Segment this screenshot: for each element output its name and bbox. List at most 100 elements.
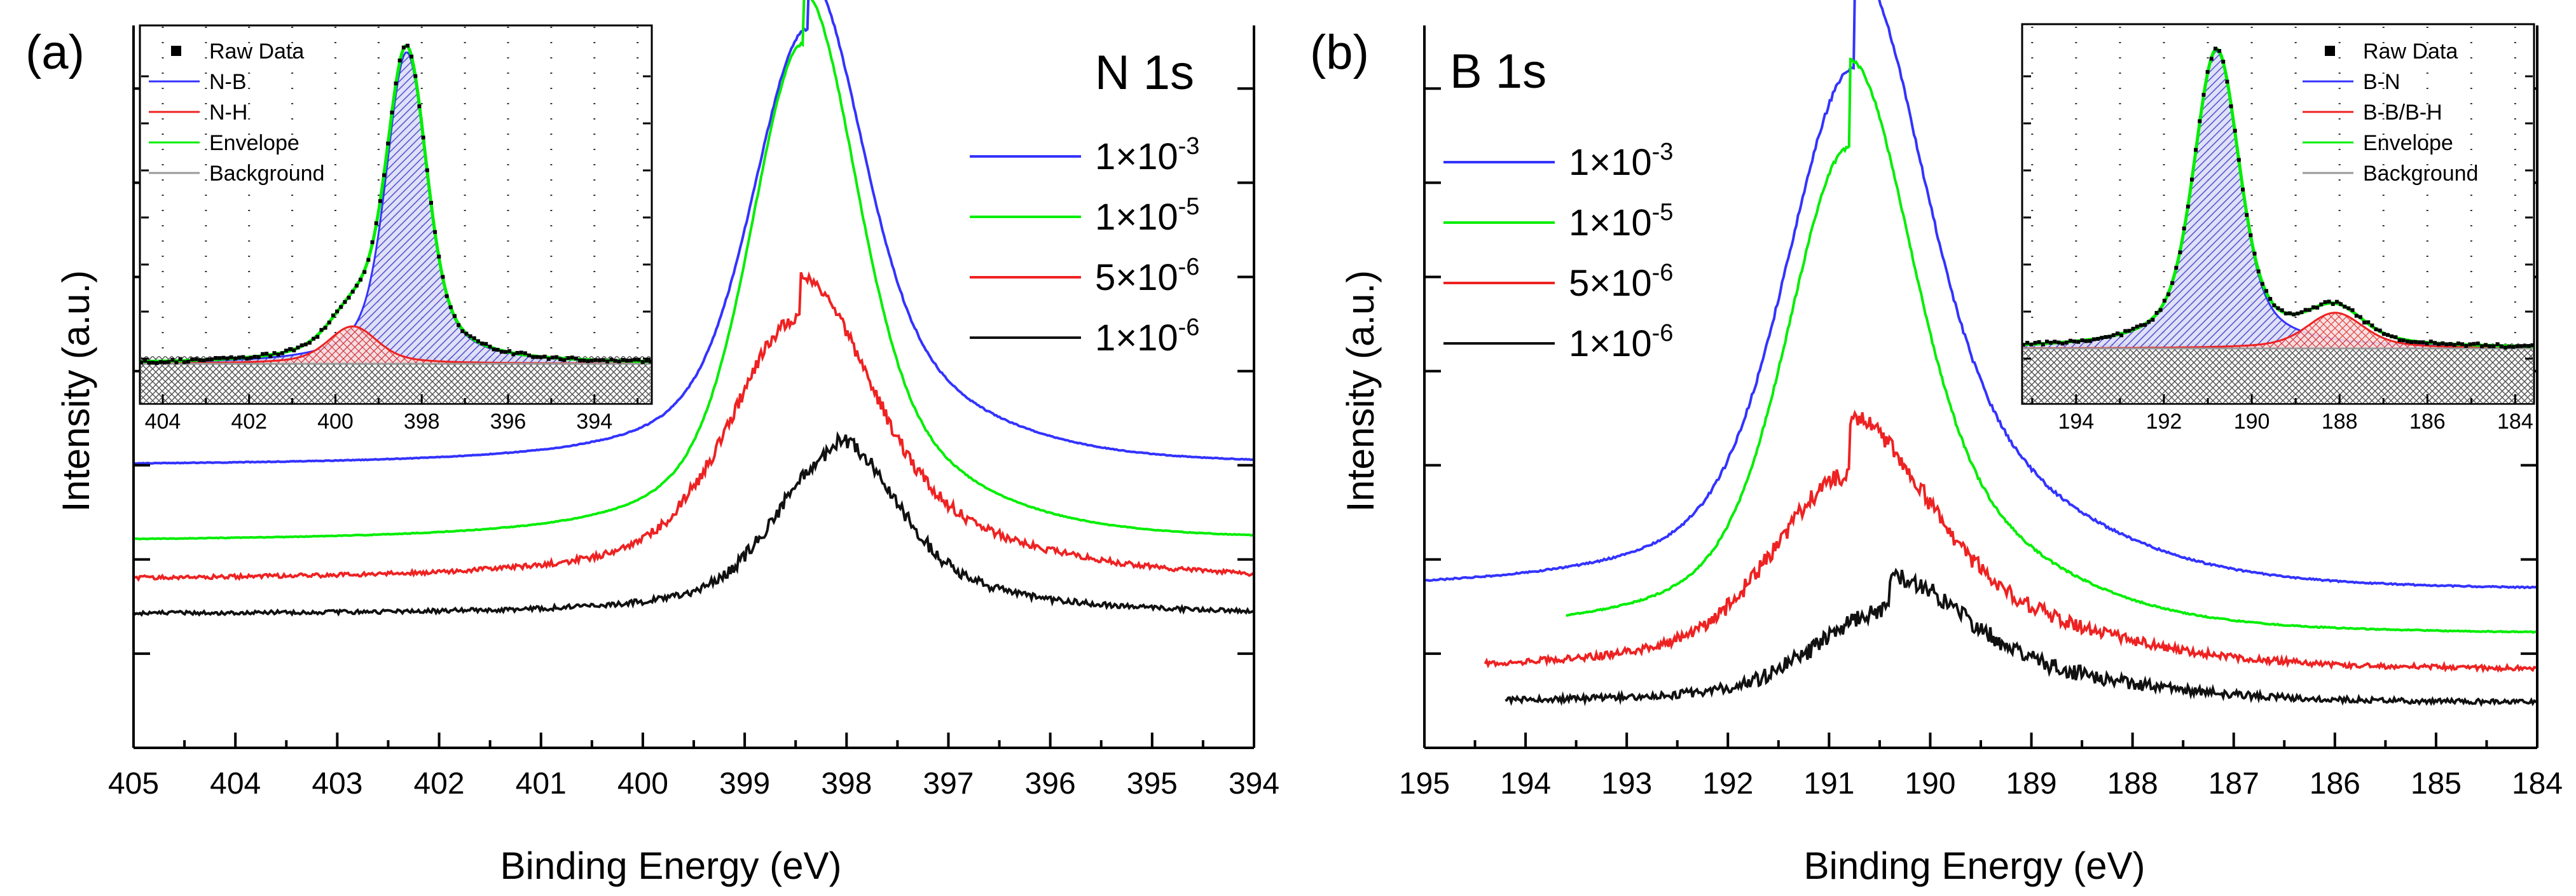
inset-raw-point [488,344,492,348]
inset-raw-point [2221,59,2226,64]
inset-raw-point [2366,320,2371,324]
inset-raw-point [2041,342,2045,347]
panel-b-inset-background-area [2023,343,2533,403]
inset-raw-point [315,334,320,339]
inset-raw-point [2115,331,2119,336]
inset-raw-point [425,168,429,172]
inset-legend-label: Background [209,162,324,186]
inset-raw-point [2064,340,2069,345]
inset-raw-point [2472,341,2476,346]
inset-raw-point [2339,302,2343,307]
series-curve-3 [1505,567,2538,707]
inset-raw-point [205,357,210,362]
inset-raw-point [2479,344,2484,348]
legend-label-3: 1×10-6 [1569,320,1673,364]
panel-a-label: (a) [25,25,85,79]
inset-raw-point [174,360,179,364]
inset-raw-point [421,135,425,140]
inset-raw-point [2139,323,2143,327]
inset-raw-point [2245,213,2249,217]
x-tick-label: 184 [2512,767,2563,801]
inset-raw-point [198,358,202,362]
inset-raw-point [2229,104,2233,109]
inset-raw-point [2444,342,2449,347]
panel-b-xlabel: Binding Energy (eV) [1804,844,2146,887]
inset-legend-label: N-B [209,70,247,94]
inset-raw-point [2515,344,2519,348]
inset-raw-point [2268,296,2273,301]
inset-raw-point [2456,341,2460,346]
inset-raw-point [2283,311,2288,315]
inset-raw-point [162,361,167,365]
inset-raw-point [2049,340,2053,345]
inset-raw-point [2491,344,2496,348]
x-tick-label: 188 [2107,767,2158,801]
panel-b-inset-plot [2022,46,2535,350]
legend-label-3: 1×10-6 [1095,314,1199,359]
inset-raw-point [2170,281,2175,286]
inset-raw-point [2303,308,2308,312]
inset-raw-point [2194,148,2198,152]
inset-raw-point [2068,338,2072,343]
inset-raw-point [2056,340,2061,345]
inset-raw-point [2100,336,2104,340]
inset-raw-point [2127,329,2132,333]
inset-raw-point [225,356,230,361]
x-tick-label: 402 [413,767,464,801]
inset-raw-point [464,331,469,336]
inset-component-fill-1 [141,326,651,364]
inset-raw-point [178,357,183,361]
inset-raw-point [429,200,433,205]
inset-x-tick-label: 194 [2058,410,2094,434]
inset-raw-point [2511,345,2516,349]
inset-raw-point [2162,298,2166,303]
inset-raw-point [2346,306,2351,310]
inset-raw-point [2441,341,2445,345]
inset-raw-point [2358,315,2362,319]
inset-raw-point [350,289,355,294]
inset-raw-point [2029,342,2034,347]
inset-raw-point [644,358,649,362]
inset-legend-label: Background [2363,162,2478,186]
inset-raw-point [597,358,602,362]
inset-raw-point [2343,305,2347,309]
inset-x-tick-label: 184 [2497,410,2533,434]
x-tick-label: 394 [1229,767,1279,801]
inset-raw-point [386,141,390,146]
inset-raw-point [2154,310,2159,315]
inset-raw-point [637,357,641,362]
x-tick-label: 397 [923,767,974,801]
inset-raw-point [2260,282,2264,286]
inset-raw-point [2307,308,2311,312]
inset-raw-point [605,359,610,364]
x-tick-label: 400 [617,767,668,801]
inset-raw-point [2178,250,2182,254]
inset-raw-point [2147,320,2151,324]
inset-raw-point [2166,292,2170,296]
inset-raw-point [649,359,652,364]
inset-raw-point [272,351,277,355]
inset-raw-point [261,352,265,356]
panel-b-series-curves [1424,0,2538,707]
inset-raw-point [2432,341,2437,345]
panel-b: (b) Intensity (a.u.) Binding Energy (eV)… [1310,0,2563,887]
inset-raw-point [609,357,614,362]
inset-raw-point [640,360,645,364]
inset-raw-point [2476,341,2480,346]
inset-legend-label: N-H [209,100,247,125]
inset-raw-point [2276,306,2280,310]
inset-raw-point [2428,339,2433,343]
panel-b-label: (b) [1310,25,1369,79]
x-tick-label: 194 [1500,767,1551,801]
inset-raw-point [323,326,327,330]
inset-raw-point [2151,317,2155,322]
inset-raw-point [633,357,637,362]
panel-a-axes [132,25,1255,749]
panel-a-title: N 1s [1095,46,1194,100]
inset-raw-point [2107,334,2112,339]
inset-raw-point [444,294,449,298]
inset-raw-point [2084,339,2088,343]
inset-raw-point [531,355,535,359]
panel-b-title: B 1s [1450,45,1546,99]
inset-raw-point [2350,308,2355,312]
